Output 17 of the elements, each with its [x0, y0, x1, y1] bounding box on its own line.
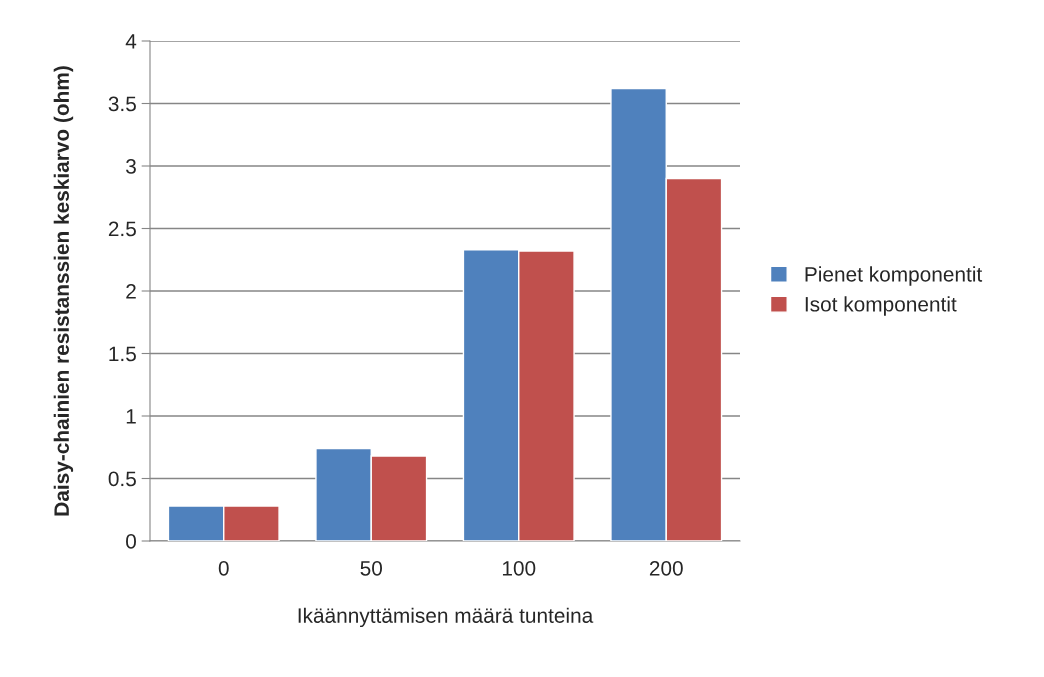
y-tick-label: 3.5	[108, 96, 136, 112]
y-tick-label: 1	[126, 409, 136, 424]
legend-label: Pienet komponentit	[805, 266, 983, 286]
x-tick-label: 100	[502, 560, 536, 576]
legend-label: Isot komponentit	[805, 296, 957, 316]
y-tick-label: 1.5	[109, 346, 136, 362]
x-tick-label: 50	[360, 560, 383, 576]
y-tick-label: 0.5	[108, 471, 136, 487]
y-tick-label: 2	[126, 284, 136, 299]
y-tick-label: 2.5	[108, 221, 136, 237]
x-axis-title: Ikäännyttämisen määrä tunteina	[298, 607, 594, 628]
x-tick-label: 0	[218, 560, 229, 576]
y-tick-label: 0	[126, 534, 136, 549]
y-axis-title: Daisy-chainien resistanssien keskiarvo (ohm)	[53, 66, 74, 516]
y-tick-label: 3	[126, 159, 136, 174]
x-tick-label: 200	[649, 560, 683, 576]
y-tick-label: 4	[125, 34, 137, 49]
